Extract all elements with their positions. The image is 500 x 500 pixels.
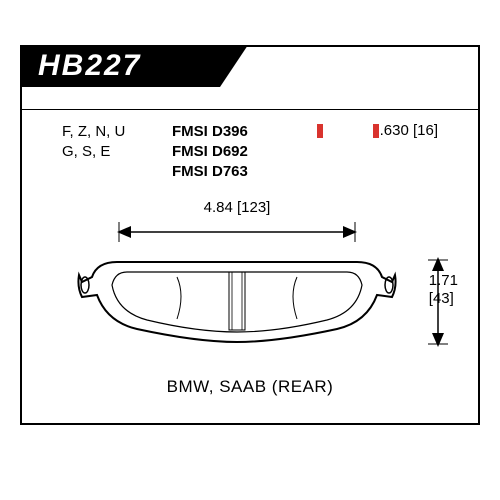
spec-frame: HB227 F, Z, N, U G, S, E FMSI D396 FMSI … — [20, 45, 480, 425]
accent-mark-icon — [317, 124, 323, 138]
fmsi-item: FMSI D763 — [172, 162, 248, 182]
codes-row-1: F, Z, N, U — [62, 122, 125, 142]
part-number-banner: HB227 — [20, 45, 220, 87]
width-dimension-arrow — [117, 222, 357, 242]
width-dimension-label: 4.84 [123] — [117, 199, 357, 216]
height-value-in: 1.71 — [429, 272, 458, 290]
height-dimension-label: 1.71 [43] — [429, 272, 458, 308]
thickness-spec: .630 [16] — [380, 122, 438, 139]
fmsi-list: FMSI D396 FMSI D692 FMSI D763 — [172, 122, 248, 182]
accent-mark-icon — [373, 124, 379, 138]
divider-line — [22, 109, 478, 110]
codes-row-2: G, S, E — [62, 142, 125, 162]
height-value-mm: [43] — [429, 290, 458, 308]
application-text: BMW, SAAB (REAR) — [22, 377, 478, 397]
part-number: HB227 — [38, 49, 141, 82]
compound-codes: F, Z, N, U G, S, E — [62, 122, 125, 162]
fmsi-item: FMSI D396 — [172, 122, 248, 142]
brake-pad-outline — [77, 247, 397, 347]
fmsi-item: FMSI D692 — [172, 142, 248, 162]
